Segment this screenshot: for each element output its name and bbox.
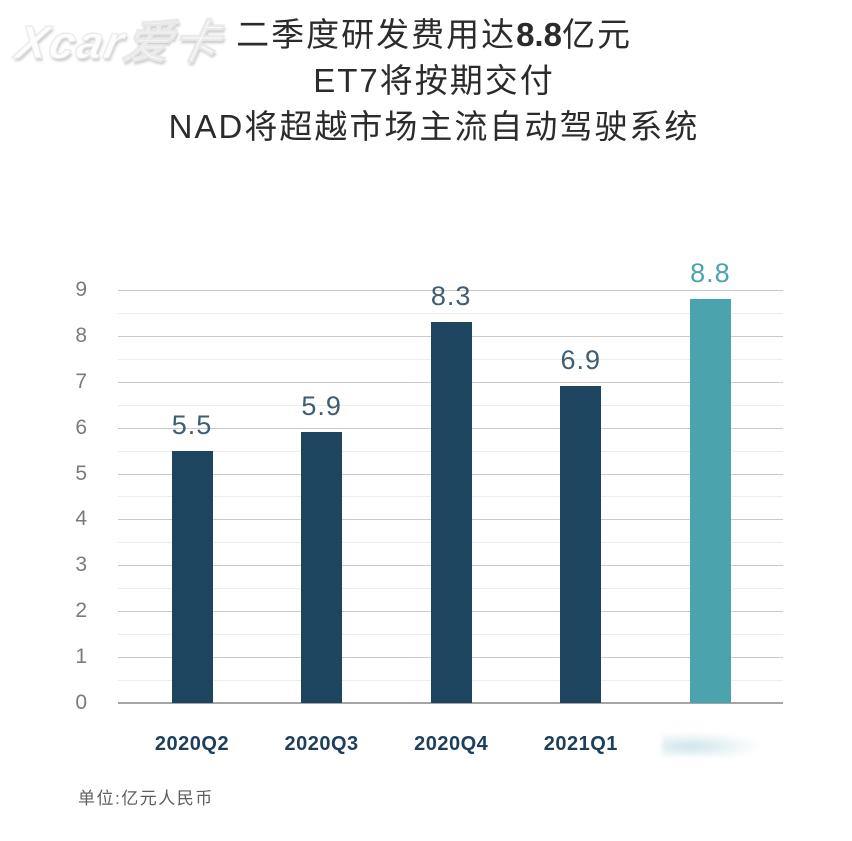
xtick-label-2020Q2: 2020Q2: [154, 733, 230, 755]
bar-value-label-8.3: 8.3: [430, 281, 472, 312]
x-axis-baseline: [118, 702, 783, 704]
erased-xtick-smudge: [662, 733, 758, 757]
bar-value-label-8.8: 8.8: [690, 258, 731, 289]
title-line-3: NAD将超越市场主流自动驾驶系统: [168, 108, 700, 145]
xtick-label-2020Q3: 2020Q3: [284, 733, 359, 755]
bar-highlight: [689, 299, 731, 703]
ytick-label-0: 0: [75, 691, 88, 714]
xtick-label-2021Q1: 2021Q1: [543, 733, 618, 755]
ytick-label-9: 9: [75, 277, 88, 301]
ytick-label-2: 2: [75, 599, 88, 623]
ytick-label-6: 6: [75, 415, 88, 439]
bar-value-label-6.9: 6.9: [560, 345, 602, 376]
bar-value-label-5.5: 5.5: [171, 409, 213, 440]
bar-value-label-5.9: 5.9: [301, 391, 342, 422]
unit-footnote: 单位:亿元人民币: [78, 789, 214, 808]
major-gridline-9: [118, 289, 783, 291]
title-line-1-prefix: 二季度研发费用达: [236, 16, 517, 53]
ytick-label-5: 5: [75, 461, 88, 485]
ytick-label-7: 7: [75, 369, 88, 393]
minor-gridline-8.5: [118, 312, 783, 314]
title-line-1-highlight: 8.8: [516, 16, 562, 53]
ytick-label-3: 3: [75, 553, 88, 577]
bar-2020Q4: [430, 322, 472, 703]
bar-2020Q3: [301, 432, 343, 703]
title-line-2: ET7将按期交付: [313, 62, 555, 99]
ytick-label-4: 4: [75, 507, 88, 531]
ytick-label-8: 8: [75, 323, 88, 347]
bar-2020Q2: [171, 450, 213, 703]
title-line-1: 二季度研发费用达8.8亿元: [16, 12, 852, 58]
ytick-label-1: 1: [75, 645, 88, 669]
title-line-1-suffix: 亿元: [561, 16, 632, 53]
xtick-label-2020Q4: 2020Q4: [414, 733, 489, 755]
chart-title: 二季度研发费用达8.8亿元 ET7将按期交付 NAD将超越市场主流自动驾驶系统: [0, 12, 852, 150]
bar-2021Q1: [560, 386, 602, 703]
